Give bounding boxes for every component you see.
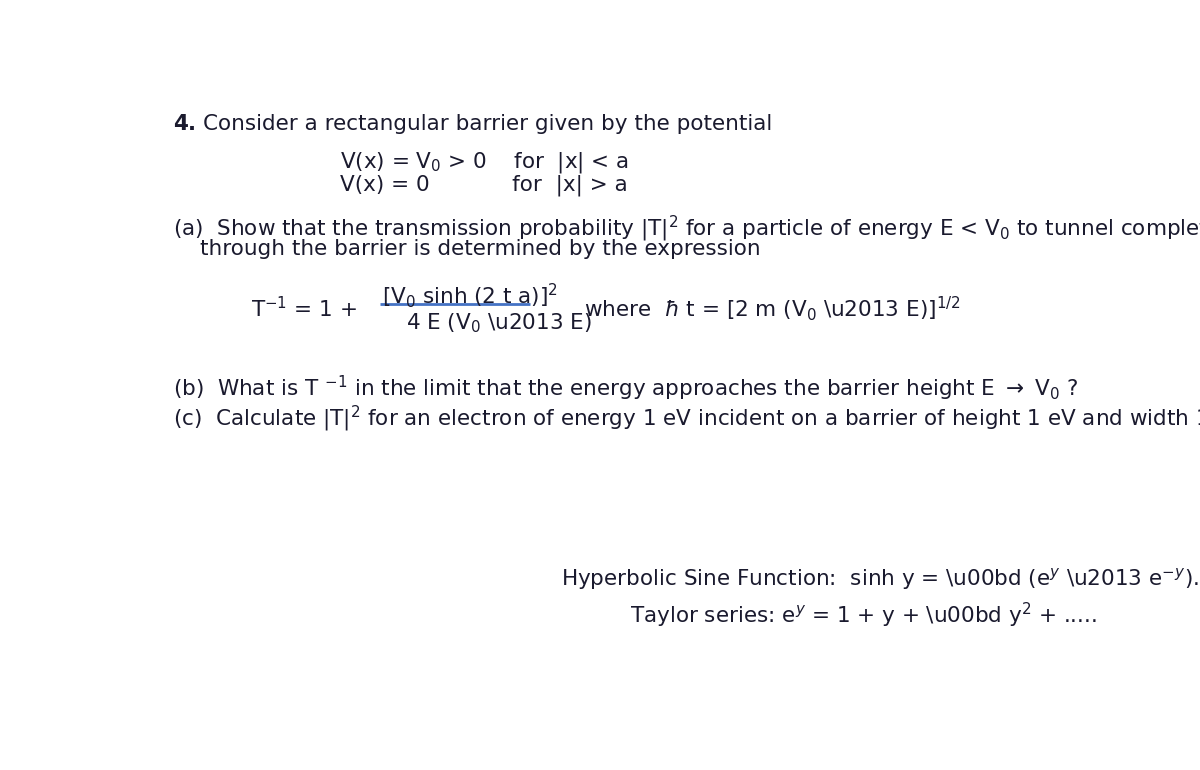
Text: 4 E (V$_0$ \u2013 E): 4 E (V$_0$ \u2013 E) bbox=[406, 312, 592, 336]
Text: where  $\hbar$ t = [2 m (V$_0$ \u2013 E)]$^{1/2}$: where $\hbar$ t = [2 m (V$_0$ \u2013 E)]… bbox=[584, 294, 960, 323]
Text: (c)  Calculate |T|$^2$ for an electron of energy 1 eV incident on a barrier of h: (c) Calculate |T|$^2$ for an electron of… bbox=[173, 404, 1200, 434]
Text: Consider a rectangular barrier given by the potential: Consider a rectangular barrier given by … bbox=[203, 114, 772, 134]
Text: 4.: 4. bbox=[173, 114, 197, 134]
Text: (a)  Show that the transmission probability |T|$^2$ for a particle of energy E <: (a) Show that the transmission probabili… bbox=[173, 214, 1200, 244]
Text: Hyperbolic Sine Function:  sinh y = \u00bd (e$^y$ \u2013 e$^{-y}$).: Hyperbolic Sine Function: sinh y = \u00b… bbox=[560, 566, 1199, 592]
Text: through the barrier is determined by the expression: through the barrier is determined by the… bbox=[200, 239, 761, 259]
Text: [V$_0$ sinh (2 t a)]$^2$: [V$_0$ sinh (2 t a)]$^2$ bbox=[383, 281, 558, 310]
Text: T$^{-1}$ = 1 +: T$^{-1}$ = 1 + bbox=[251, 296, 356, 322]
Text: V(x) = 0            for  |x| > a: V(x) = 0 for |x| > a bbox=[340, 175, 628, 196]
Text: Taylor series: e$^y$ = 1 + y + \u00bd y$^2$ + .....: Taylor series: e$^y$ = 1 + y + \u00bd y$… bbox=[630, 601, 1098, 630]
Text: V(x) = V$_0$ > 0    for  |x| < a: V(x) = V$_0$ > 0 for |x| < a bbox=[340, 150, 629, 175]
Text: (b)  What is T $^{-1}$ in the limit that the energy approaches the barrier heigh: (b) What is T $^{-1}$ in the limit that … bbox=[173, 373, 1079, 403]
